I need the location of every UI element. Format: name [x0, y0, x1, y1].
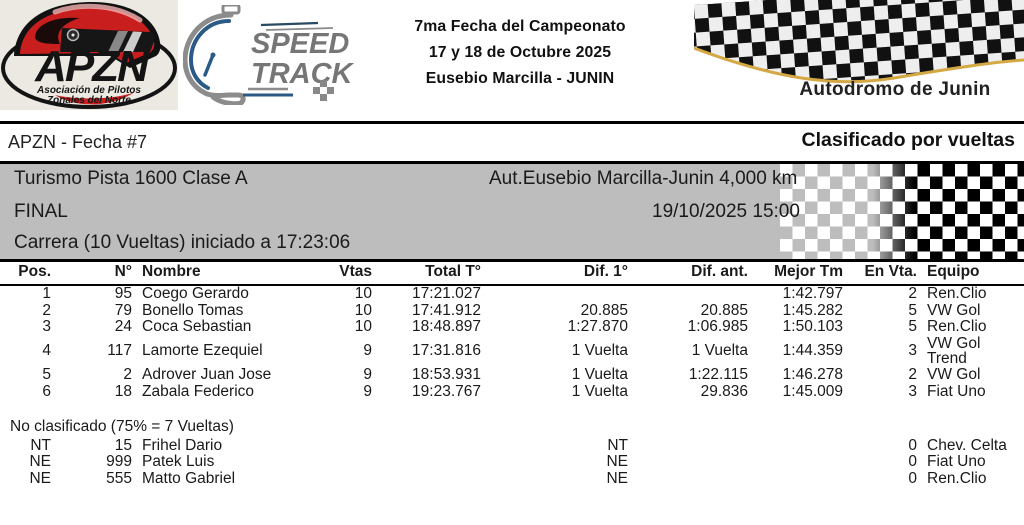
svg-text:APZN: APZN: [34, 42, 150, 91]
svg-text:SPEED: SPEED: [251, 28, 349, 60]
svg-text:Zonales del Norte: Zonales del Norte: [46, 95, 131, 106]
svg-text:TRACK: TRACK: [251, 58, 355, 90]
